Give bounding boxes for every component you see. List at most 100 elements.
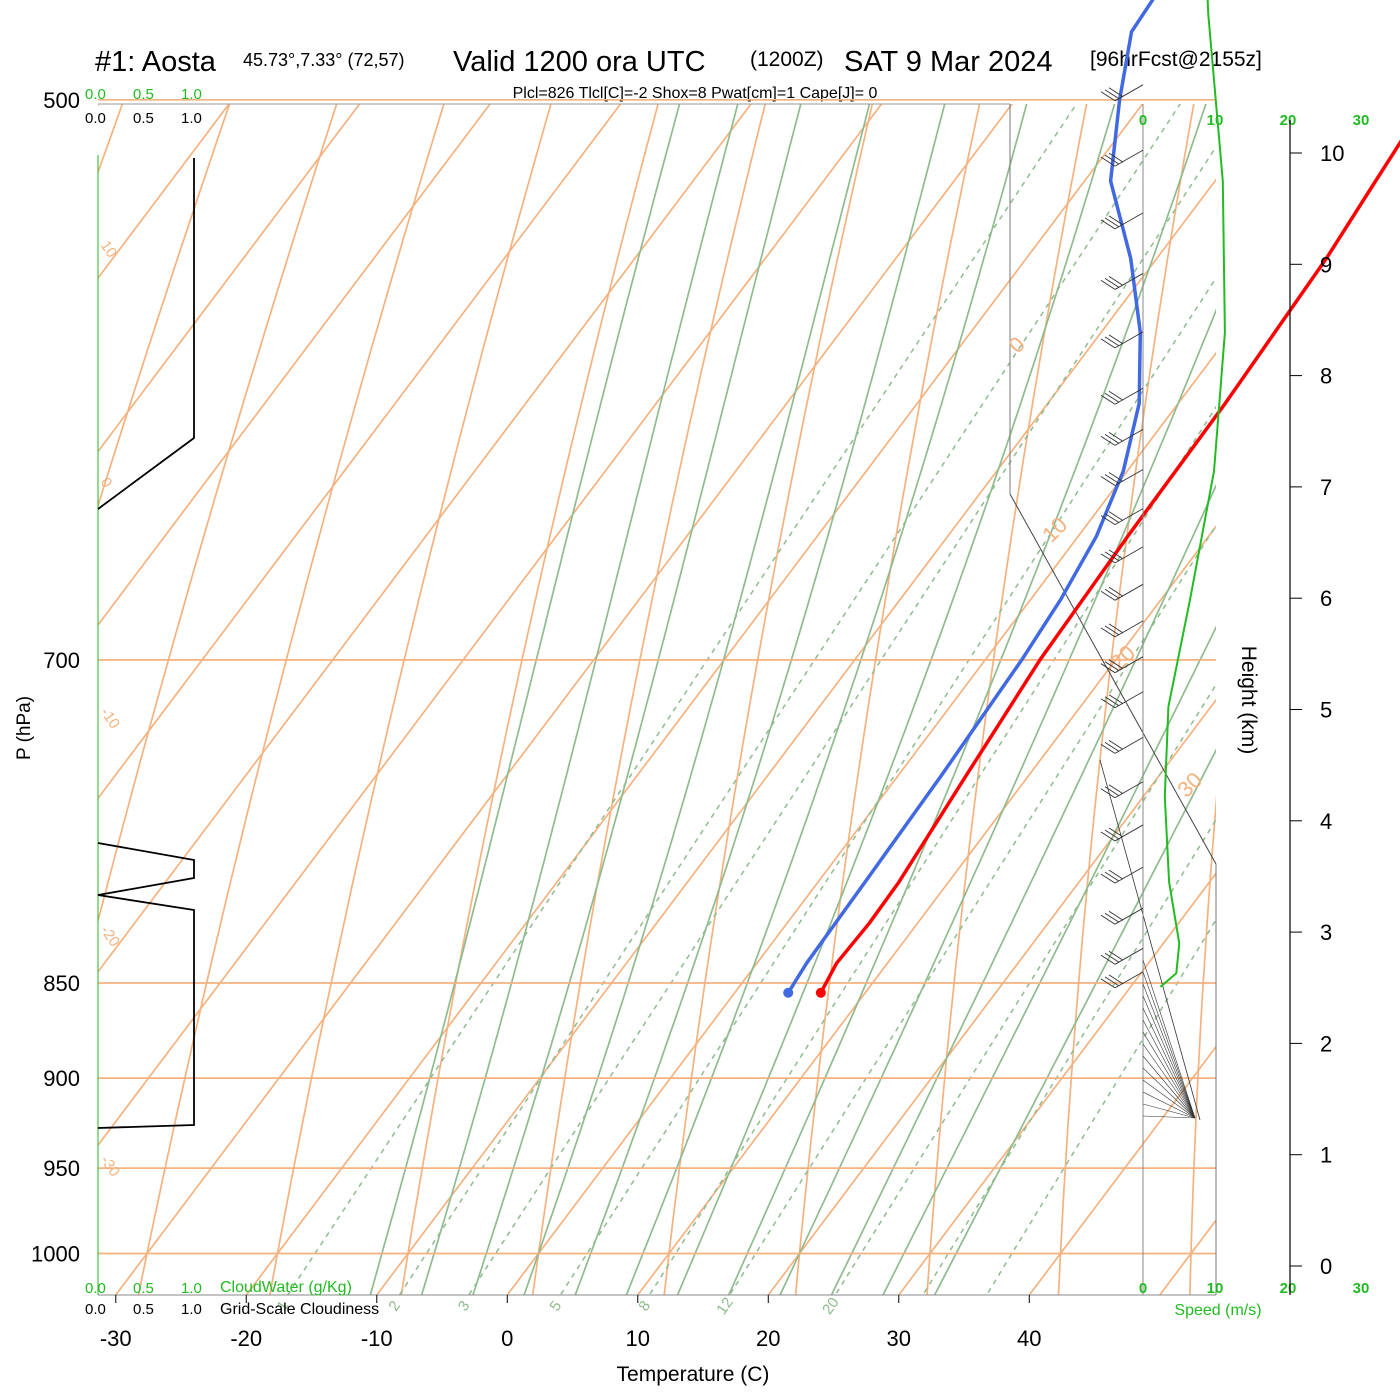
x-axis-title: Temperature (C) — [617, 1363, 770, 1386]
temperature-surface-dot — [815, 987, 826, 998]
wind-barb-low — [1142, 1091, 1196, 1119]
height-tick-label: 8 — [1320, 364, 1332, 389]
wind-barb-flag — [1108, 511, 1124, 522]
wind-barb-staff — [1114, 149, 1144, 167]
isotherm-line — [98, 104, 361, 453]
isotherm-line — [98, 104, 753, 974]
mixing-ratio-label: 20 — [819, 1294, 842, 1317]
cloud-scale-top: 0.0 0.5 1.0 0.0 0.5 1.0 — [85, 86, 202, 127]
isotherm-line — [375, 178, 1216, 1295]
isotherm-line — [767, 698, 1216, 1295]
wind-barb-flag — [1104, 551, 1120, 562]
isotherm-line — [1271, 90, 1400, 1320]
isotherm-line — [98, 104, 492, 627]
wind-barb-low — [1142, 1031, 1196, 1119]
cloudwater-label: CloudWater (g/Kg) — [220, 1279, 352, 1296]
isotherm-line — [245, 104, 1144, 1295]
wind-barb-staff — [1114, 781, 1144, 799]
mixing-ratio-label: 2 — [385, 1298, 404, 1315]
wind-barb-flag — [1108, 950, 1124, 961]
wind-barb-low — [1142, 1115, 1196, 1119]
wind-panel — [1100, 0, 1226, 1295]
wind-barb-staff — [1114, 84, 1144, 102]
moist-adiabats — [369, 104, 1216, 1295]
dry-adiabat-line — [531, 104, 767, 1295]
cloudiness-scale-1-b: 1.0 — [181, 1301, 202, 1318]
cloudiness-scale-0-b: 0.0 — [85, 1301, 106, 1318]
wind-barb-staff — [1114, 691, 1144, 709]
wind-barb-flag — [1108, 152, 1124, 163]
speed-tick-0-bottom: 0 — [1139, 1280, 1147, 1297]
wind-barb-staff — [1114, 656, 1144, 674]
wind-barb-flag — [1100, 831, 1116, 842]
wind-barb-flag — [1108, 974, 1124, 985]
y2-axis-title: Height (km) — [1237, 646, 1260, 755]
wind-barb-flag — [1104, 871, 1120, 882]
wind-barb-flag — [1104, 786, 1120, 797]
wind-barb-flag — [1104, 976, 1120, 987]
wind-barb-flag — [1108, 549, 1124, 560]
wind-barb-flag — [1100, 553, 1116, 564]
wind-barb-low — [1142, 1043, 1196, 1119]
pressure-tick-label: 850 — [43, 971, 80, 996]
wind-barb-flag — [1108, 827, 1124, 838]
sounding-params: Plcl=826 Tlcl[C]=-2 Shox=8 Pwat[cm]=1 Ca… — [513, 85, 878, 102]
wind-barb-staff — [1114, 387, 1144, 405]
moist-adiabat-line — [369, 104, 681, 1295]
plot-frame — [97, 103, 1217, 1296]
wind-speed-scale-top: 0 10 20 30 — [1139, 112, 1370, 129]
height-tick-label: 3 — [1320, 920, 1332, 945]
pressure-axis: 2503004005007008509009501000 — [31, 88, 80, 1267]
wind-barb-flag — [1100, 663, 1116, 674]
cloudiness-scale-05: 0.5 — [133, 110, 154, 127]
isotherm-line — [506, 351, 1216, 1295]
wind-barb-low — [1142, 1103, 1196, 1119]
wind-barb-staff — [1114, 866, 1144, 884]
wind-barb-staff — [1114, 469, 1144, 486]
wind-barb-flag — [1108, 694, 1124, 705]
moist-adiabat-line — [933, 748, 1216, 1295]
wind-barb-flag — [1104, 912, 1120, 923]
moist-adiabat-line — [830, 483, 1216, 1295]
dry-adiabat-line — [98, 104, 231, 509]
wind-barb-staff — [1114, 620, 1144, 638]
isotherm-label-left: -10 — [97, 705, 123, 733]
pressure-tick-label: 900 — [43, 1066, 80, 1091]
wind-barb-flag — [1100, 280, 1116, 290]
wind-barb-flag — [1108, 431, 1124, 442]
wind-guide-line — [1099, 759, 1201, 1121]
mixing-ratio-line — [467, 145, 1216, 1295]
isotherm-label-right: 0 — [1004, 332, 1030, 358]
height-tick-label: 9 — [1320, 252, 1332, 277]
wind-barb-low — [1142, 1019, 1196, 1119]
wind-barb-low — [1142, 959, 1196, 1119]
moist-adiabat-line — [625, 104, 1028, 1295]
forecast-tag: [96hrFcst@2155z] — [1090, 48, 1262, 71]
x-tick-label: -20 — [230, 1326, 262, 1351]
wind-speed-profile — [1159, 0, 1226, 988]
isotherm-line — [98, 104, 231, 280]
dry-adiabat-line — [1057, 104, 1195, 1295]
wind-barb-flag — [1100, 743, 1116, 754]
temperature-axis: -30 -20 -10 0 10 20 30 40 — [100, 1295, 1042, 1351]
wind-barb-flag — [1108, 586, 1124, 597]
wind-barb-flag — [1108, 334, 1124, 345]
moist-adiabat-line — [676, 104, 1116, 1295]
wind-barb-flag — [1100, 978, 1116, 989]
wind-barb-flag — [1104, 433, 1120, 444]
height-tick-label: 0 — [1320, 1254, 1332, 1279]
dry-adiabat-line — [663, 104, 874, 1295]
wind-barb-flag — [1100, 515, 1116, 526]
mixing-ratio-line — [834, 683, 1216, 1295]
wind-barb-low — [1142, 1079, 1196, 1119]
wind-barb-flag — [1108, 869, 1124, 880]
wind-barb-flag — [1108, 739, 1124, 750]
speed-axis-label: Speed (m/s) — [1174, 1302, 1261, 1319]
wind-barb-flag — [1104, 741, 1120, 752]
wind-barb-flag — [1100, 627, 1116, 638]
wind-barb-flag — [1100, 338, 1116, 349]
moist-adiabat-line — [779, 308, 1216, 1295]
wind-barb-flag — [1108, 276, 1124, 286]
wind-barb-staff — [1114, 273, 1144, 290]
wind-barb-flag — [1104, 336, 1120, 347]
